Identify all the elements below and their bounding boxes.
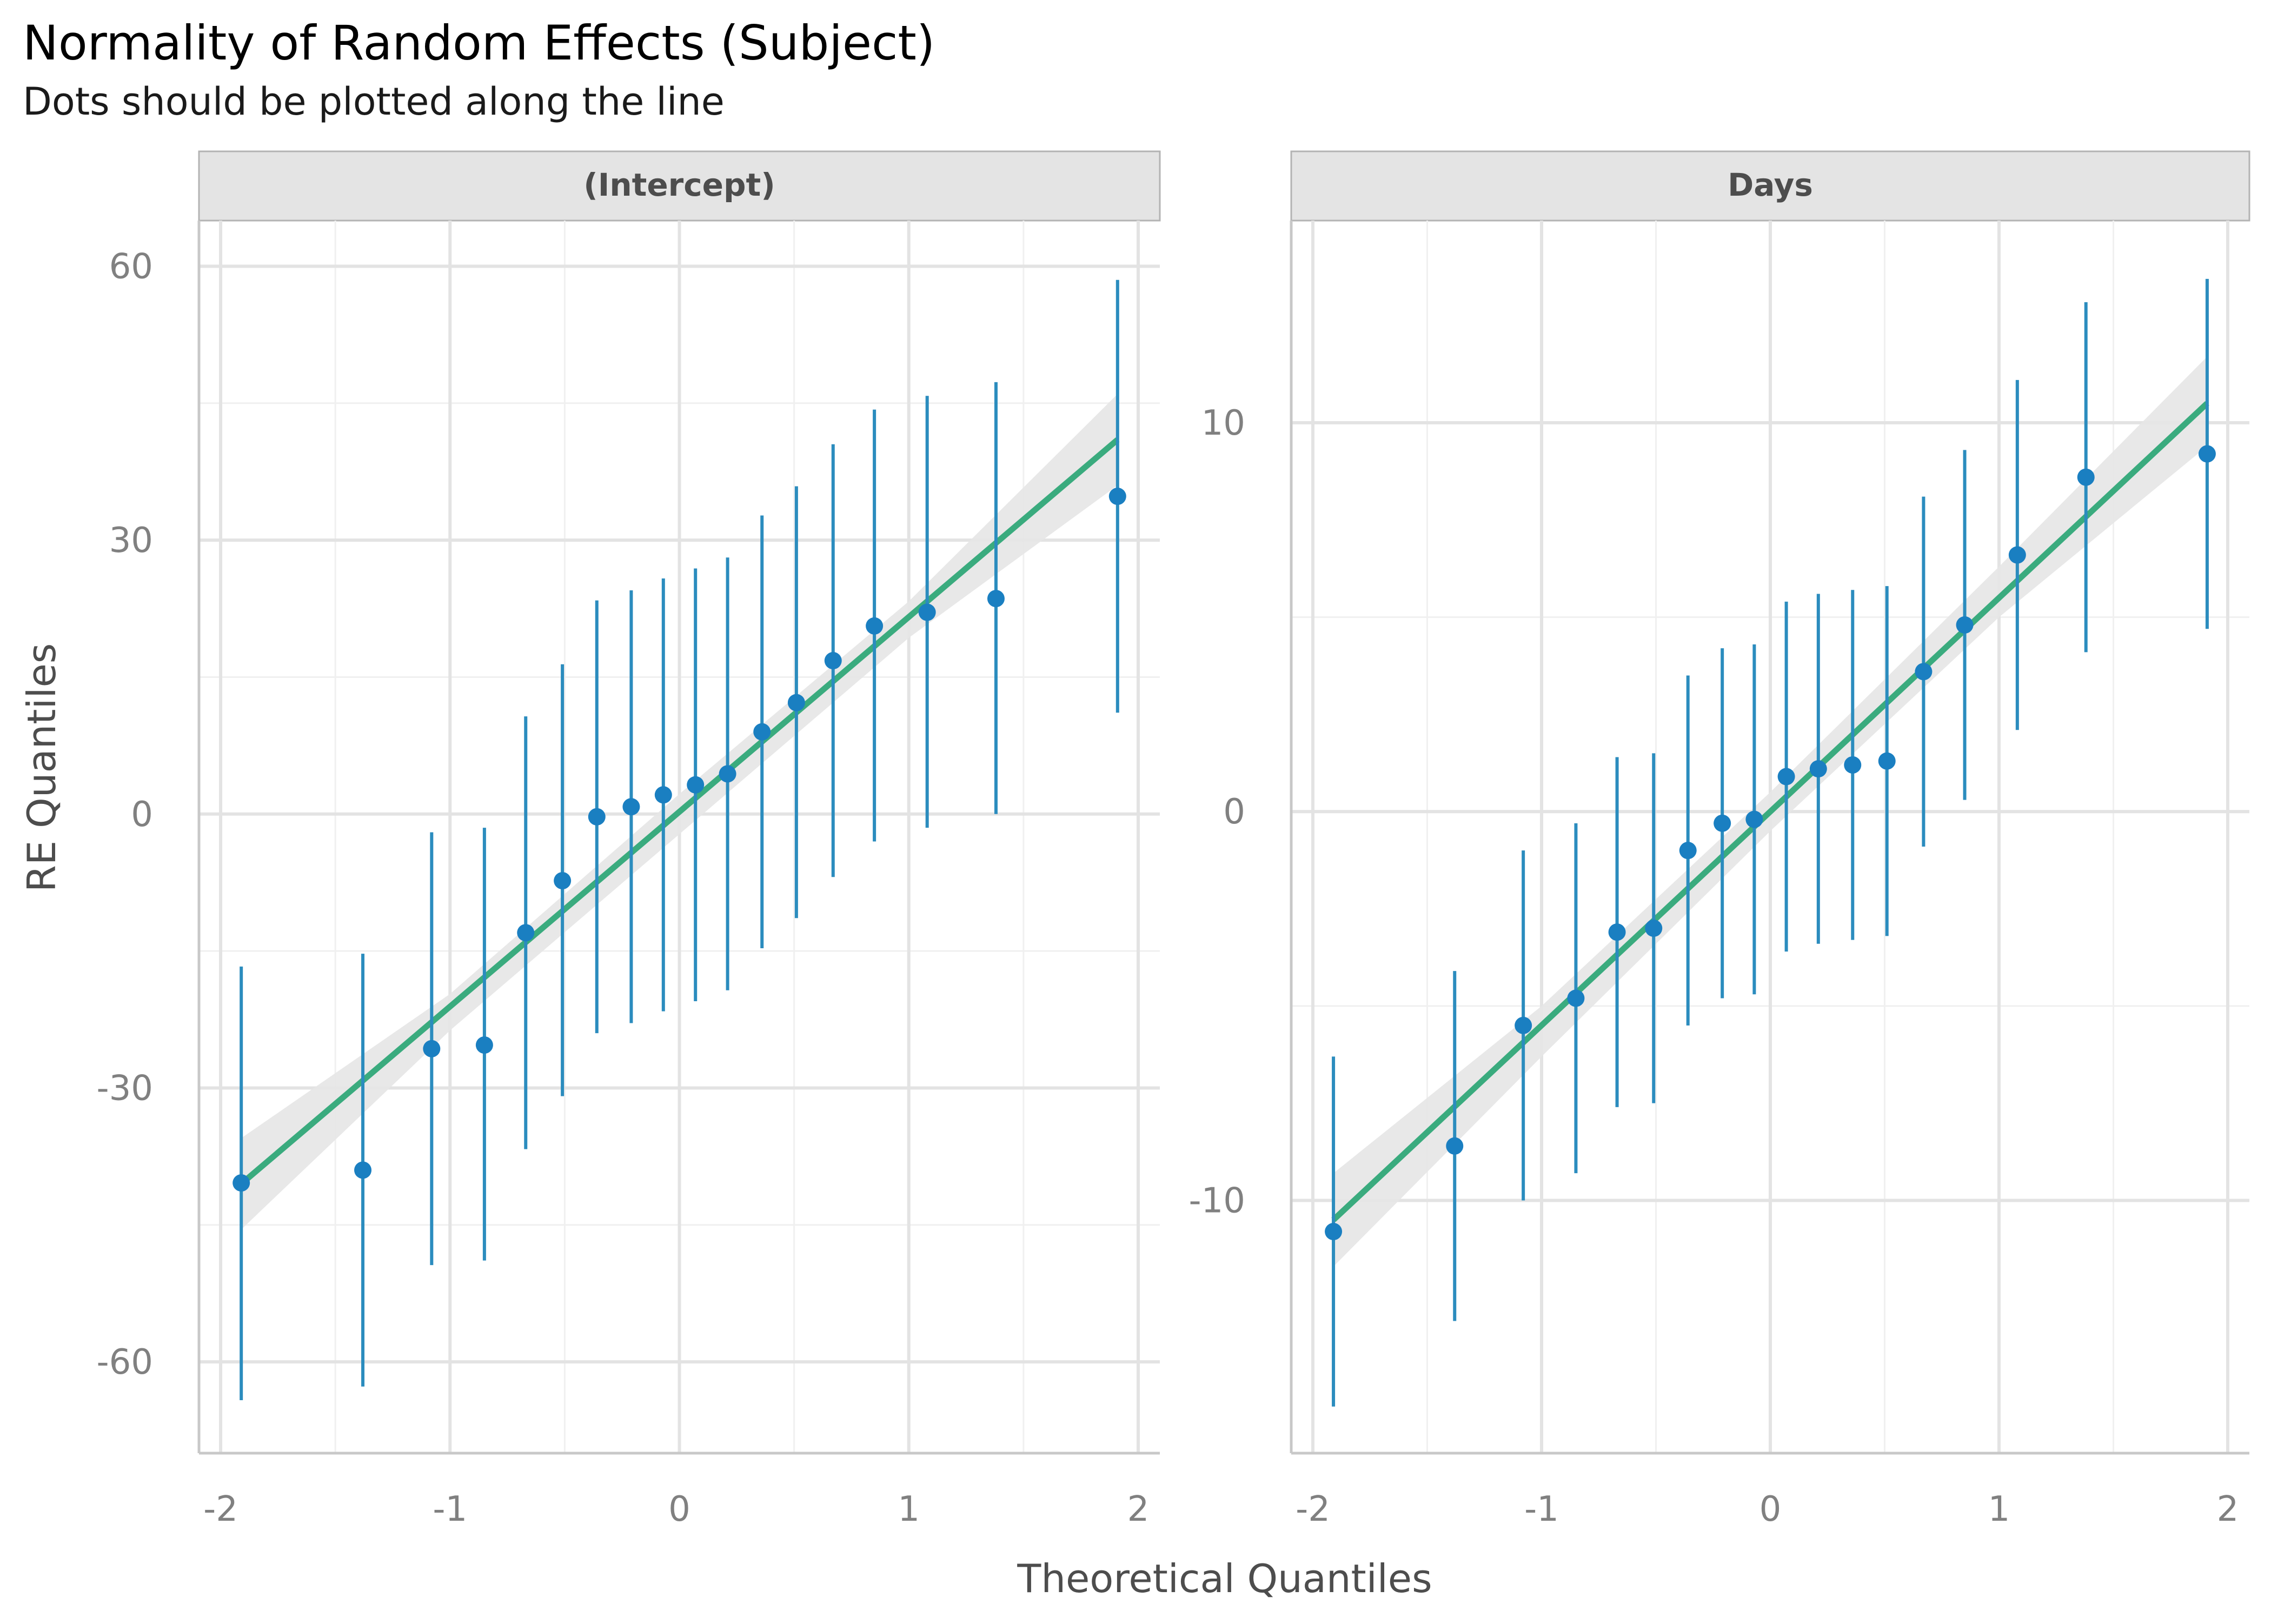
data-point <box>1108 488 1126 505</box>
panel-0: (Intercept) -60 -30 0 30 60 -2 -1 0 1 2 <box>96 150 1161 1529</box>
x-tick-label: 0 <box>1759 1489 1782 1529</box>
x-tick-label: -2 <box>203 1489 238 1529</box>
data-point <box>1809 760 1827 778</box>
y-tick-label: -10 <box>1188 1181 1245 1221</box>
data-point <box>233 1174 250 1192</box>
data-point <box>866 617 884 635</box>
data-point <box>2077 468 2095 486</box>
x-tick-label: 1 <box>898 1489 920 1529</box>
data-point <box>1645 920 1663 937</box>
data-point <box>824 652 842 670</box>
data-point <box>554 872 572 890</box>
data-point <box>1567 989 1585 1007</box>
data-point <box>517 924 535 942</box>
x-tick-label: -1 <box>433 1489 467 1529</box>
data-point <box>1608 923 1626 941</box>
data-point <box>475 1036 493 1054</box>
data-point <box>1844 756 1862 774</box>
data-point <box>1515 1016 1532 1034</box>
data-point <box>1745 810 1763 828</box>
data-point <box>1446 1137 1464 1155</box>
data-point <box>753 723 771 741</box>
data-point <box>2198 445 2216 463</box>
panel-strip-1 <box>1290 150 2250 222</box>
chart-subtitle: Dots should be plotted along the line <box>23 79 725 124</box>
data-point <box>918 603 936 621</box>
data-point <box>622 798 640 816</box>
panel-strip-label-0: (Intercept) <box>583 167 775 203</box>
y-tick-label: -60 <box>96 1342 153 1382</box>
x-tick-label: 2 <box>2217 1489 2239 1529</box>
y-tick-label: 0 <box>131 795 153 835</box>
data-point <box>1878 752 1896 770</box>
data-point <box>1679 842 1697 860</box>
data-point <box>423 1040 441 1057</box>
y-axis-label: RE Quantiles <box>19 643 64 893</box>
reference-line-1 <box>1331 401 2209 1222</box>
reference-line-0 <box>239 437 1120 1186</box>
y-tick-label: -30 <box>96 1068 153 1108</box>
data-point <box>2008 546 2026 564</box>
x-tick-label: -1 <box>1524 1489 1559 1529</box>
y-tick-label: 10 <box>1201 403 1245 443</box>
data-point <box>687 776 705 794</box>
data-point <box>1325 1223 1343 1241</box>
chart-title: Normality of Random Effects (Subject) <box>23 15 935 71</box>
data-point <box>1777 768 1795 786</box>
x-tick-label: 0 <box>668 1489 690 1529</box>
data-point <box>1956 616 1974 634</box>
x-tick-label: 1 <box>1988 1489 2010 1529</box>
data-point <box>588 808 606 826</box>
data-point <box>354 1161 372 1179</box>
data-point <box>1714 814 1731 832</box>
y-tick-label: 30 <box>109 521 153 561</box>
x-axis-label: Theoretical Quantiles <box>1017 1556 1432 1601</box>
y-tick-label: 0 <box>1223 792 1245 832</box>
x-tick-label: 2 <box>1127 1489 1150 1529</box>
data-point <box>987 590 1005 608</box>
x-tick-label: -2 <box>1296 1489 1330 1529</box>
y-tick-label: 60 <box>109 247 153 287</box>
panel-strip-0 <box>198 150 1161 222</box>
panel-strip-label-1: Days <box>1728 167 1813 203</box>
data-point <box>787 694 805 711</box>
data-point <box>654 786 672 804</box>
data-point <box>1915 663 1933 681</box>
data-point <box>719 765 736 783</box>
